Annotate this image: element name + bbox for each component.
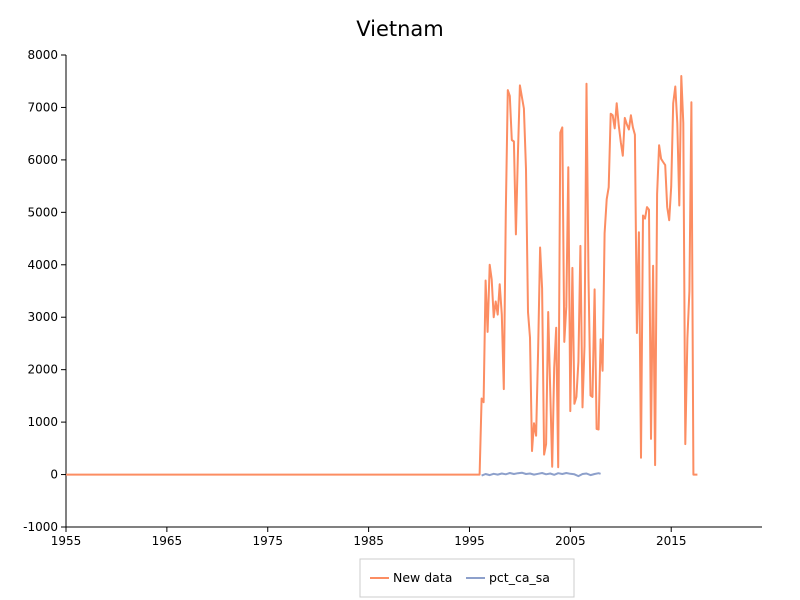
x-tick-label: 2015 <box>656 534 687 548</box>
y-tick-label: 8000 <box>27 48 58 62</box>
y-tick-label: 4000 <box>27 258 58 272</box>
y-tick-label: 6000 <box>27 153 58 167</box>
x-tick-label: 1965 <box>152 534 183 548</box>
x-tick-label: 1985 <box>353 534 384 548</box>
y-tick-label: 0 <box>50 468 58 482</box>
legend-label-new-data: New data <box>393 570 452 585</box>
x-tick-label: 2005 <box>555 534 586 548</box>
series-layer <box>66 75 698 478</box>
x-tick-label: 1955 <box>51 534 82 548</box>
y-tick-label: 2000 <box>27 363 58 377</box>
legend-label-pct-ca-sa: pct_ca_sa <box>489 570 550 585</box>
x-tick-label: 1975 <box>252 534 283 548</box>
y-tick-label: 7000 <box>27 100 58 114</box>
y-tick-label: 5000 <box>27 205 58 219</box>
x-axis-ticks: 1955 1965 1975 1985 1995 2005 2015 <box>51 527 687 548</box>
y-axis-ticks: -1000 0 1000 2000 3000 4000 5000 6000 7000 8000 <box>23 48 66 534</box>
series-line-pct-ca-sa <box>481 471 601 478</box>
y-tick-label: 1000 <box>27 415 58 429</box>
x-tick-label: 1995 <box>454 534 485 548</box>
series-line-new-data <box>66 75 698 476</box>
y-tick-label: 3000 <box>27 310 58 324</box>
y-tick-label: -1000 <box>23 520 58 534</box>
legend: New data pct_ca_sa <box>359 558 575 598</box>
chart-title: Vietnam <box>356 17 444 41</box>
